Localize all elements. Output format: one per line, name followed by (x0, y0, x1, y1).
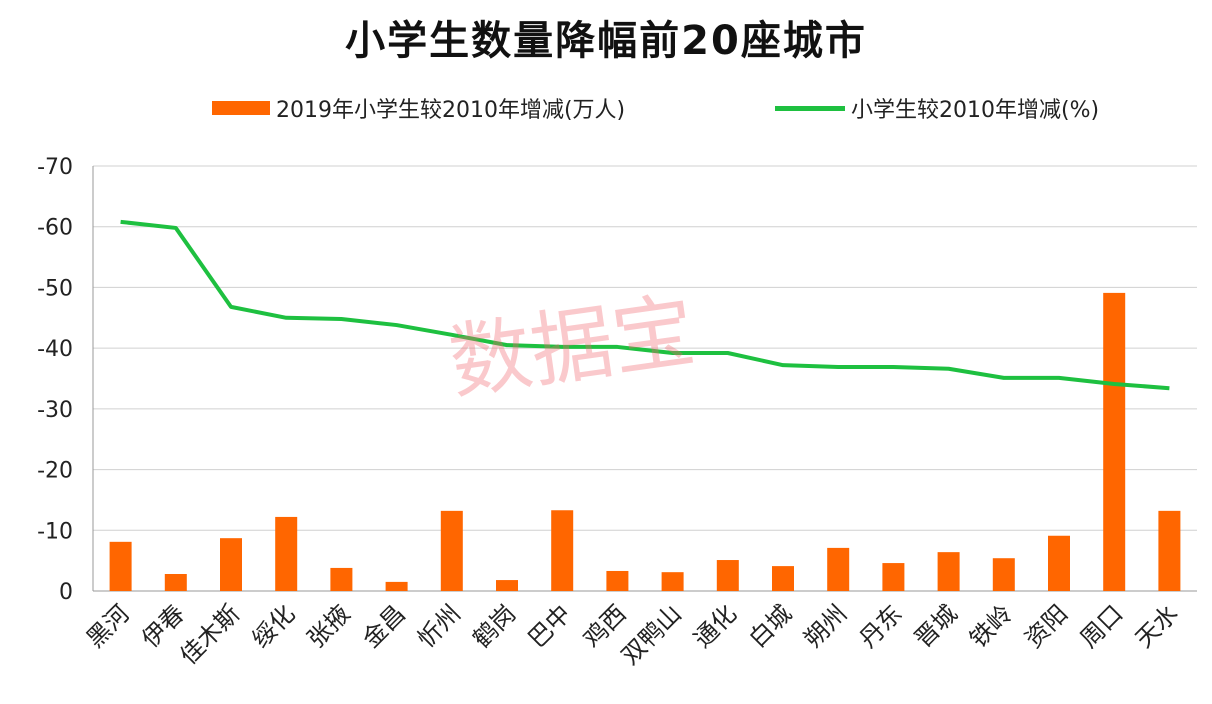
bar (827, 547, 850, 591)
x-tick-label: 晋城 (909, 599, 963, 653)
x-tick-label: 鹤岗 (468, 599, 522, 653)
y-tick-label: -20 (37, 459, 73, 484)
bar (772, 566, 794, 591)
legend-label-line: 小学生较2010年增减(%) (851, 98, 1100, 123)
x-tick-label: 巴中 (523, 599, 577, 653)
bar (716, 560, 739, 591)
bar (109, 541, 132, 591)
line-series (120, 219, 1170, 391)
legend-item-bar: 2019年小学生较2010年增减(万人) (212, 92, 625, 124)
x-tick-label: 天水 (1130, 599, 1184, 653)
x-tick-label: 资阳 (1020, 599, 1074, 653)
bar (440, 510, 463, 591)
bar (937, 552, 960, 591)
bar (1158, 510, 1181, 591)
legend-swatch-line (775, 105, 845, 111)
x-tick-label: 黑河 (81, 599, 135, 653)
bar (275, 516, 298, 591)
x-tick-label: 铁岭 (964, 599, 1018, 653)
y-tick-label: -40 (37, 337, 73, 362)
legend-item-line: 小学生较2010年增减(%) (775, 92, 1099, 124)
bar (164, 574, 187, 591)
x-tick-label: 绥化 (247, 599, 301, 653)
y-tick-label: -50 (37, 276, 73, 301)
bar (1048, 535, 1070, 591)
bar (1103, 292, 1126, 591)
x-tick-label: 周口 (1075, 599, 1129, 653)
y-tick-label: -30 (37, 398, 73, 423)
legend-label-bar: 2019年小学生较2010年增减(万人) (276, 98, 626, 123)
x-tick-label: 金昌 (357, 599, 411, 653)
y-tick-label: -70 (37, 155, 73, 180)
bar (385, 581, 408, 591)
x-tick-label: 双鸭山 (616, 599, 687, 670)
y-tick-label: 0 (59, 580, 73, 605)
chart-title: 小学生数量降幅前20座城市 (345, 18, 867, 64)
x-tick-label: 丹东 (854, 599, 908, 653)
bar (606, 570, 629, 591)
bar (882, 563, 905, 591)
x-tick-label: 张掖 (302, 599, 356, 653)
x-tick-label: 佳木斯 (175, 599, 246, 670)
y-tick-label: -10 (37, 519, 73, 544)
x-tick-label: 忻州 (412, 599, 466, 653)
y-tick-label: -60 (37, 216, 73, 241)
bar (661, 572, 684, 591)
legend-swatch-bar (212, 101, 270, 115)
bar (330, 567, 353, 591)
x-tick-label: 通化 (688, 599, 742, 653)
bar (551, 510, 574, 591)
bar (992, 558, 1015, 591)
x-tick-label: 白城 (744, 599, 798, 653)
bar (496, 580, 518, 591)
bar (220, 538, 242, 591)
x-tick-label: 朔州 (799, 599, 853, 653)
